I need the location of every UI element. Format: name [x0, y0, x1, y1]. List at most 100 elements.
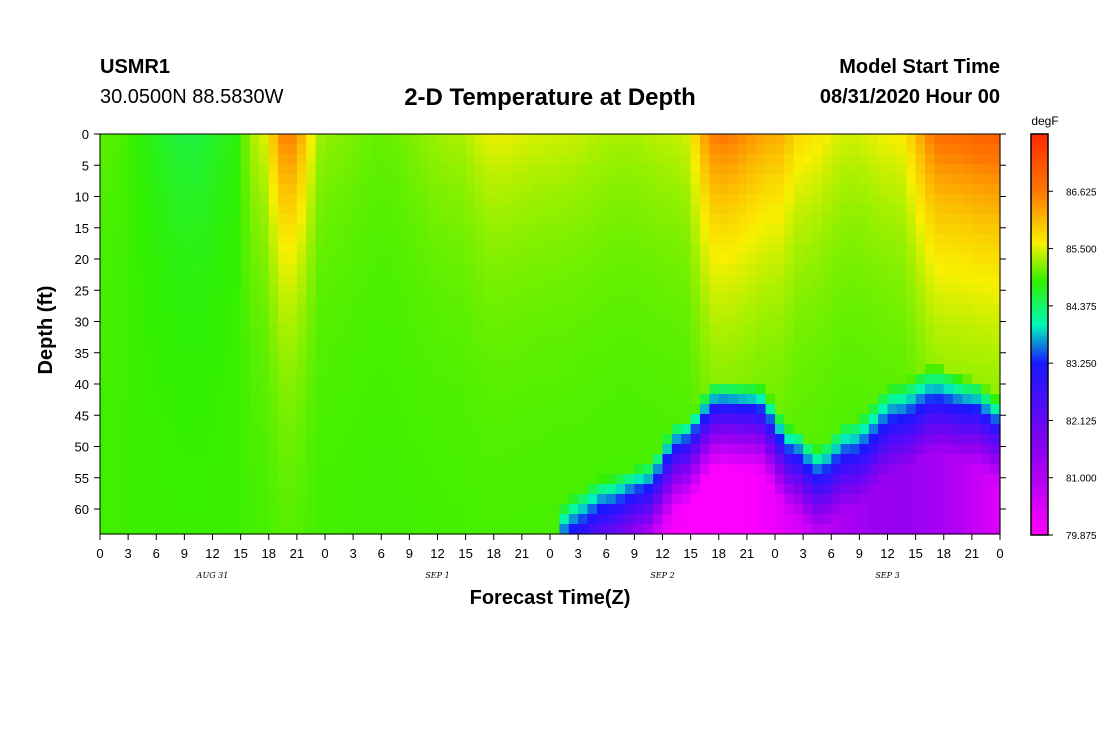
heatmap-cell [568, 184, 579, 195]
heatmap-cell [240, 324, 251, 335]
heatmap-cell [587, 234, 598, 245]
heatmap-cell [531, 424, 542, 435]
heatmap-cell [981, 184, 992, 195]
heatmap-cell [934, 424, 945, 435]
heatmap-cell [784, 464, 795, 475]
heatmap-cell [503, 344, 514, 355]
heatmap-cell [559, 434, 570, 445]
heatmap-cell [812, 414, 823, 425]
heatmap-cell [334, 184, 345, 195]
heatmap-cell [653, 314, 664, 325]
heatmap-cell [418, 464, 429, 475]
heatmap-cell [156, 254, 167, 265]
heatmap-cell [662, 474, 673, 485]
heatmap-cell [240, 344, 251, 355]
x-tick-label: 15 [908, 546, 922, 561]
heatmap-cell [137, 414, 148, 425]
heatmap-cell [878, 434, 889, 445]
station-coordinates: 30.0500N 88.5830W [100, 86, 284, 108]
heatmap-cell [409, 324, 420, 335]
heatmap-cell [831, 464, 842, 475]
heatmap-cell [409, 494, 420, 505]
heatmap-cell [671, 394, 682, 405]
heatmap-cell [671, 454, 682, 465]
heatmap-cell [287, 214, 298, 225]
heatmap-cell [221, 434, 232, 445]
heatmap-cell [775, 434, 785, 445]
heatmap-cell [878, 454, 889, 465]
heatmap-cell [700, 264, 710, 275]
heatmap-cell [793, 374, 804, 385]
heatmap-cell [156, 364, 167, 375]
heatmap-cell [456, 394, 467, 405]
heatmap-cell [568, 364, 579, 375]
heatmap-cell [343, 364, 354, 375]
heatmap-cell [503, 454, 514, 465]
heatmap-cell [353, 404, 364, 415]
heatmap-cell [878, 314, 889, 325]
heatmap-cell [418, 174, 429, 185]
heatmap-cell [700, 344, 710, 355]
heatmap-cell [325, 174, 335, 185]
heatmap-cell [428, 174, 439, 185]
heatmap-cell [925, 314, 935, 325]
heatmap-cell [643, 464, 654, 475]
x-tick-label: 9 [631, 546, 638, 561]
heatmap-cell [118, 494, 129, 505]
heatmap-cell [212, 524, 223, 535]
heatmap-cell [971, 224, 982, 235]
heatmap-cell [662, 454, 673, 465]
heatmap-cell [737, 404, 748, 415]
heatmap-cell [540, 524, 551, 535]
heatmap-cell [653, 464, 664, 475]
heatmap-cell [409, 334, 420, 345]
heatmap-cell [718, 384, 729, 395]
heatmap-cell [634, 424, 645, 435]
heatmap-cell [371, 294, 382, 305]
heatmap-cell [381, 304, 392, 315]
heatmap-cell [643, 454, 654, 465]
heatmap-cell [596, 284, 607, 295]
heatmap-cell [775, 494, 785, 505]
heatmap-cell [418, 374, 429, 385]
heatmap-cell [690, 444, 701, 455]
heatmap-cell [503, 424, 514, 435]
heatmap-cell [390, 154, 401, 165]
heatmap-cell [812, 254, 823, 265]
heatmap-cell [268, 434, 279, 445]
heatmap-cell [353, 324, 364, 335]
heatmap-cell [671, 174, 682, 185]
heatmap-cell [259, 154, 270, 165]
heatmap-cell [409, 314, 420, 325]
y-tick-label: 60 [75, 502, 89, 517]
heatmap-cell [625, 144, 635, 155]
heatmap-cell [381, 264, 392, 275]
heatmap-cell [521, 524, 532, 535]
heatmap-cell [990, 234, 1001, 245]
heatmap-cell [606, 234, 617, 245]
heatmap-cell [700, 134, 710, 145]
heatmap-cell [259, 334, 270, 345]
heatmap-cell [784, 294, 795, 305]
heatmap-cell [250, 484, 260, 495]
heatmap-cell [268, 494, 279, 505]
heatmap-cell [643, 524, 654, 535]
heatmap-cell [568, 284, 579, 295]
heatmap-cell [212, 464, 223, 475]
heatmap-cell [671, 474, 682, 485]
heatmap-cell [906, 464, 917, 475]
heatmap-cell [100, 304, 110, 315]
heatmap-cell [953, 324, 964, 335]
heatmap-cell [231, 184, 242, 195]
heatmap-cell [240, 154, 251, 165]
heatmap-cell [718, 344, 729, 355]
heatmap-cell [934, 244, 945, 255]
heatmap-cell [315, 414, 326, 425]
heatmap-cell [146, 514, 157, 525]
heatmap-cell [437, 514, 448, 525]
heatmap-cell [231, 134, 242, 145]
heatmap-cell [221, 334, 232, 345]
heatmap-cell [259, 424, 270, 435]
heatmap-cell [962, 414, 973, 425]
heatmap-cell [353, 264, 364, 275]
